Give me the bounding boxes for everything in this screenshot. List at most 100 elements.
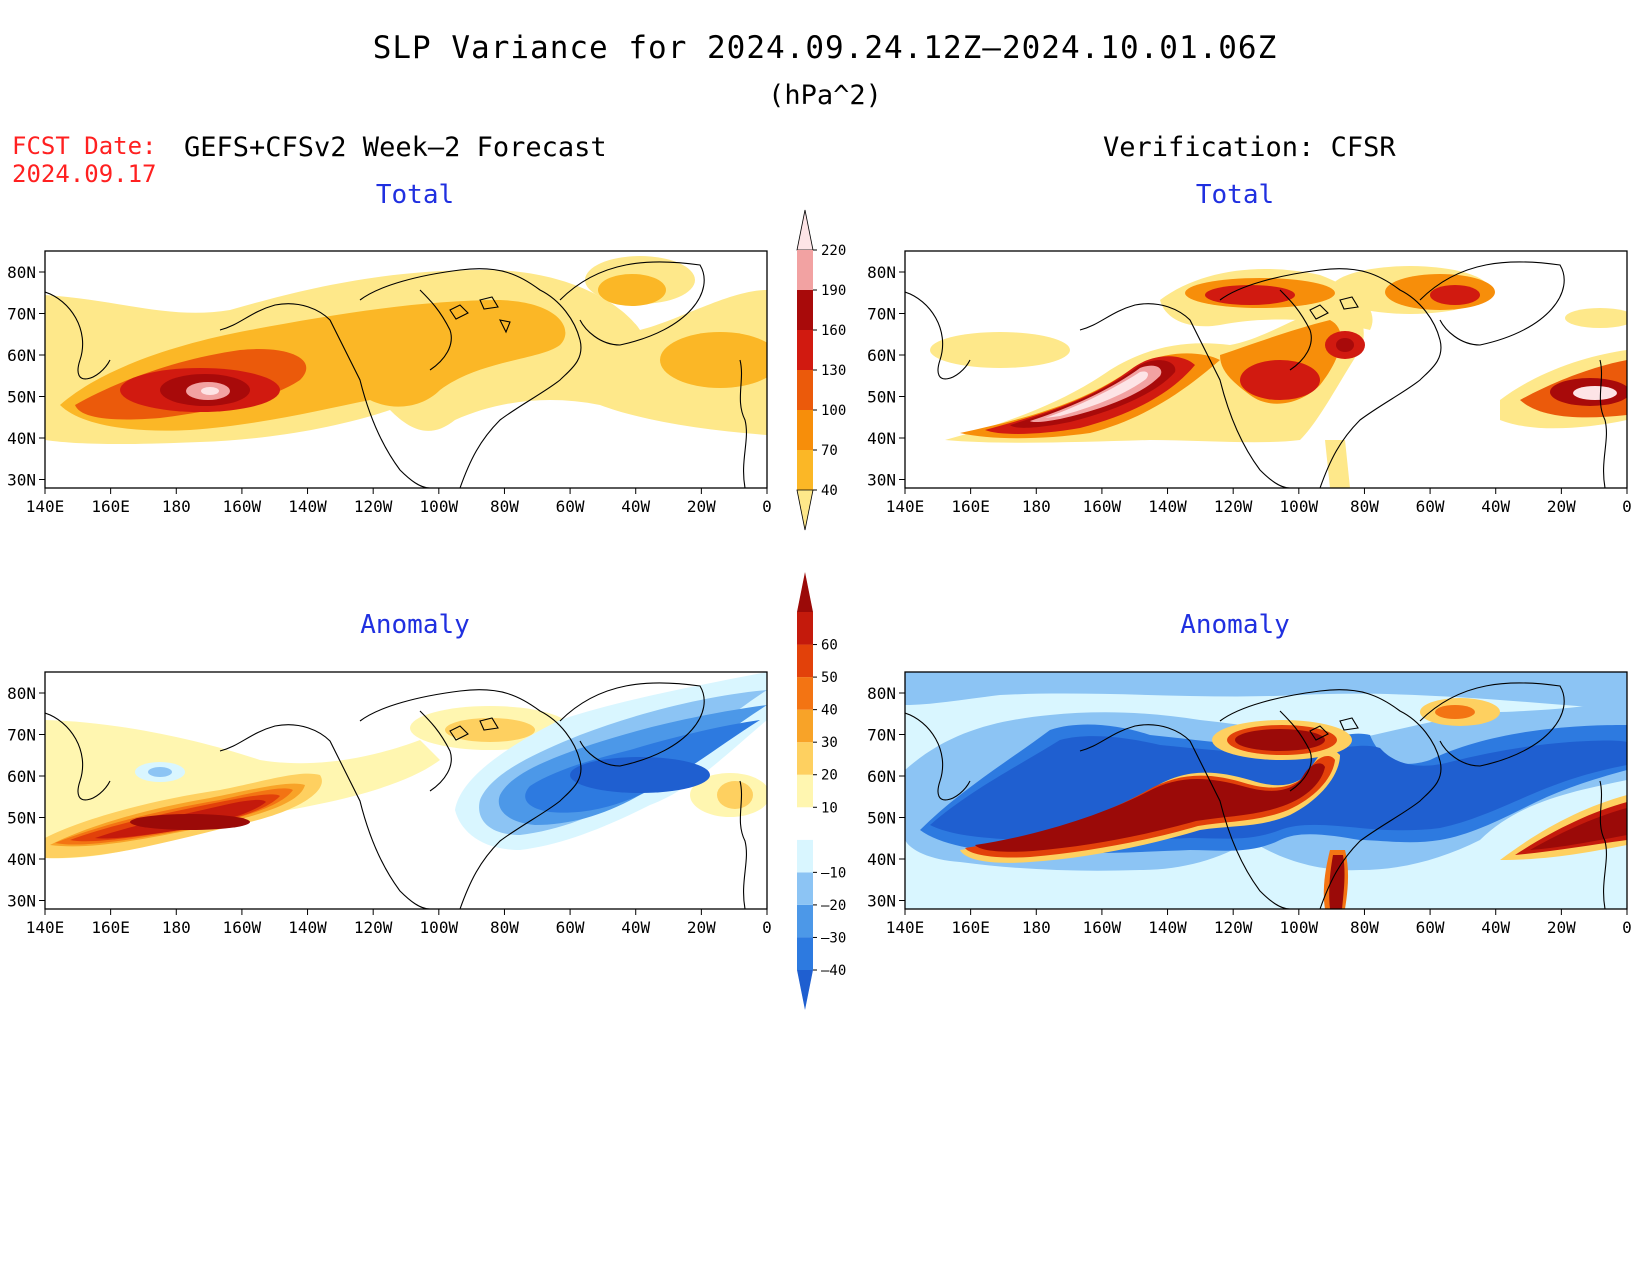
- coastlines-forecast-total: [45, 261, 747, 488]
- lon-tick-label: 160E: [91, 918, 130, 937]
- map-verification-anomaly: 80N 70N 60N 50N 40N 30N 140E 160E 180 160W 140W 120…: [867, 671, 1632, 937]
- main-title: SLP Variance for 2024.09.24.12Z—2024.10.…: [372, 30, 1278, 66]
- colorbar-total-bottom-arrow: [796, 489, 814, 531]
- lat-tick-label: 80N: [867, 684, 896, 703]
- colorbar-total-swatch: [797, 290, 813, 330]
- coastlines-forecast-anomaly: [45, 682, 747, 909]
- fcst-date-label: FCST Date:: [12, 132, 157, 160]
- shading-forecast-total: [45, 256, 767, 445]
- panel-title-forecast-total: Total: [375, 180, 455, 210]
- colorbar-anomaly-swatch: [797, 872, 813, 905]
- lat-tick-label: 40N: [7, 429, 36, 448]
- colorbar-total-label: 220: [821, 243, 846, 259]
- lon-tick-label: 40W: [621, 918, 650, 937]
- lat-tick-label: 40N: [867, 429, 896, 448]
- lat-tick-label: 80N: [7, 263, 36, 282]
- lon-tick-label: 180: [1022, 918, 1051, 937]
- lat-tick-label: 70N: [7, 726, 36, 745]
- colorbar-anomaly-label: 60: [821, 638, 838, 654]
- lat-tick-label: 80N: [7, 684, 36, 703]
- lon-tick-label: 80W: [1350, 497, 1379, 516]
- lon-tick-label: 120W: [1214, 918, 1253, 937]
- lon-tick-label: 80W: [1350, 918, 1379, 937]
- lon-tick-label: 160W: [1083, 497, 1122, 516]
- lat-tick-label: 60N: [7, 767, 36, 786]
- verification-heading: Verification: CFSR: [1103, 132, 1396, 163]
- lat-tick-label: 70N: [7, 305, 36, 324]
- lon-tick-label: 180: [1022, 497, 1051, 516]
- lon-tick-label: 40W: [621, 497, 650, 516]
- lon-tick-label: 100W: [420, 497, 459, 516]
- lon-tick-label: 60W: [556, 497, 585, 516]
- lat-tick-label: 30N: [867, 471, 896, 490]
- colorbar-total-label: 190: [821, 283, 846, 299]
- lon-tick-label: 140E: [886, 918, 925, 937]
- colorbar-total-swatch: [797, 330, 813, 370]
- lat-tick-label: 80N: [867, 263, 896, 282]
- colorbar-total-swatch: [797, 250, 813, 290]
- colorbar-anomaly-swatch: [797, 644, 813, 678]
- lon-tick-label: 80W: [490, 918, 519, 937]
- lon-tick-label: 180: [162, 497, 191, 516]
- forecast-heading: GEFS+CFSv2 Week—2 Forecast: [184, 132, 607, 163]
- lat-tick-label: 40N: [867, 850, 896, 869]
- colorbar-anomaly-label: 40: [821, 703, 838, 719]
- lon-tick-label: 120W: [1214, 497, 1253, 516]
- colorbar-anomaly-swatch: [797, 709, 813, 743]
- lat-tick-label: 70N: [867, 726, 896, 745]
- lon-tick-label: 100W: [420, 918, 459, 937]
- lon-tick-label: 160E: [91, 497, 130, 516]
- lat-tick-label: 40N: [7, 850, 36, 869]
- lon-tick-label: 140W: [1148, 497, 1187, 516]
- lon-tick-label: 0: [762, 918, 772, 937]
- colorbar-anomaly-label: 20: [821, 768, 838, 784]
- map-verification-total: 80N 70N 60N 50N 40N 30N 140E 160E 180 160W 140W 120…: [867, 250, 1632, 516]
- lon-tick-label: 160E: [951, 918, 990, 937]
- lat-tick-label: 50N: [867, 388, 896, 407]
- colorbar-anomaly-swatch: [797, 612, 813, 645]
- fcst-date-value: 2024.09.17: [12, 160, 157, 188]
- colorbar-total: 40 70 100 130 160 190 220: [796, 209, 846, 531]
- colorbar-anomaly-label: 50: [821, 670, 838, 686]
- colorbar-total-top-arrow: [796, 209, 814, 251]
- lon-tick-label: 20W: [687, 497, 716, 516]
- lat-tick-label: 50N: [7, 809, 36, 828]
- colorbar-total-label: 40: [821, 483, 838, 499]
- panel-title-verification-anomaly: Anomaly: [1180, 610, 1290, 640]
- lon-tick-label: 160W: [223, 918, 262, 937]
- colorbar-anomaly-label: —40: [821, 963, 846, 979]
- colorbar-anomaly-label: —30: [821, 930, 846, 946]
- lat-tick-label: 60N: [867, 346, 896, 365]
- colorbar-total-label: 100: [821, 403, 846, 419]
- lon-tick-label: 120W: [354, 497, 393, 516]
- panel-title-verification-total: Total: [1195, 180, 1275, 210]
- lat-tick-label: 50N: [7, 388, 36, 407]
- lat-tick-label: 50N: [867, 809, 896, 828]
- lat-tick-label: 30N: [867, 892, 896, 911]
- colorbar-anomaly-swatch: [797, 904, 813, 938]
- colorbar-anomaly-label: 30: [821, 735, 838, 751]
- colorbar-total-label: 130: [821, 363, 846, 379]
- units-label: (hPa^2): [768, 80, 882, 111]
- lon-tick-label: 80W: [490, 497, 519, 516]
- lon-tick-label: 100W: [1280, 497, 1319, 516]
- lon-tick-label: 0: [762, 497, 772, 516]
- lat-tick-label: 30N: [7, 892, 36, 911]
- lon-tick-label: 60W: [556, 918, 585, 937]
- lon-tick-label: 180: [162, 918, 191, 937]
- lon-tick-label: 100W: [1280, 918, 1319, 937]
- colorbar-anomaly-bottom-arrow: [797, 970, 813, 1010]
- lon-tick-label: 140E: [26, 497, 65, 516]
- lon-tick-label: 120W: [354, 918, 393, 937]
- lon-tick-label: 20W: [1547, 497, 1576, 516]
- colorbar-anomaly-swatch: [797, 807, 813, 840]
- colorbar-anomaly-label: —20: [821, 898, 846, 914]
- colorbar-anomaly-label: 10: [821, 800, 838, 816]
- colorbar-anomaly-swatch: [797, 677, 813, 710]
- lon-tick-label: 140W: [288, 497, 327, 516]
- colorbar-anomaly-label: —10: [821, 865, 846, 881]
- lon-tick-label: 0: [1622, 918, 1632, 937]
- lon-tick-label: 140W: [288, 918, 327, 937]
- colorbar-anomaly-swatch: [797, 839, 813, 873]
